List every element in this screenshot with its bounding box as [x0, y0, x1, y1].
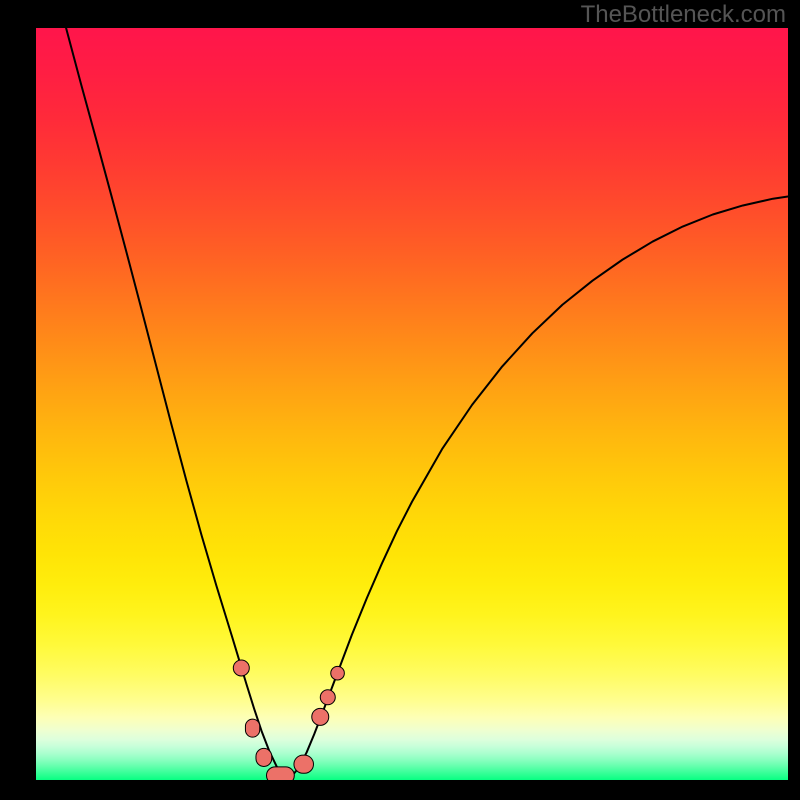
data-marker [256, 748, 272, 766]
data-marker [294, 755, 314, 773]
bottleneck-chart: TheBottleneck.com [0, 0, 800, 800]
watermark: TheBottleneck.com [581, 1, 786, 28]
data-marker [312, 708, 329, 725]
data-marker [245, 719, 259, 737]
plot-area [36, 28, 788, 780]
data-marker [331, 666, 345, 680]
data-marker [233, 660, 249, 676]
chart-svg: TheBottleneck.com [0, 0, 800, 800]
data-marker [320, 690, 335, 705]
